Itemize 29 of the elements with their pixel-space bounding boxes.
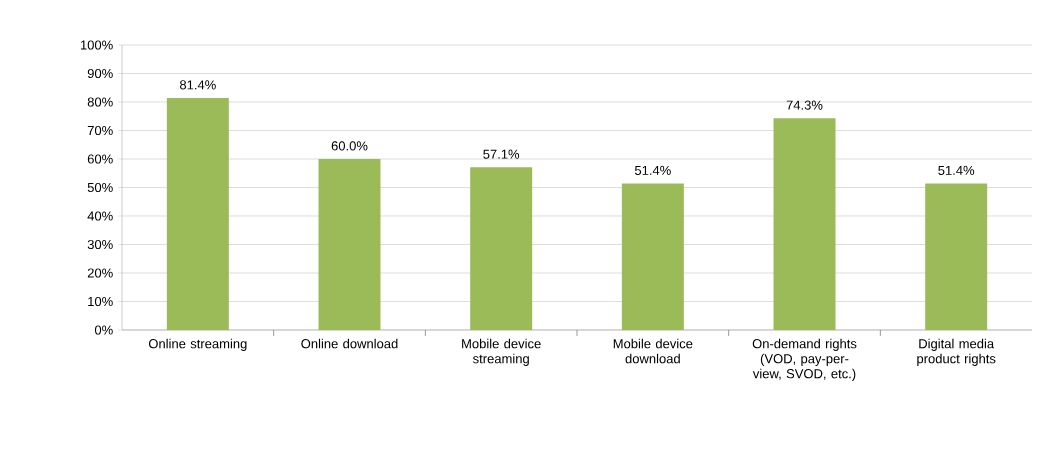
y-tick-label: 30% [87,239,113,250]
bar [773,118,836,330]
bar [621,183,684,330]
x-tick-label: On-demand rights (VOD, pay-per-view, SVOD, etc.) [752,338,857,381]
y-tick-label: 90% [87,68,113,79]
y-tick-label: 0% [94,325,113,335]
y-tick-label: 50% [87,182,113,193]
x-tick-label: Digital media product rights [917,338,996,366]
bar [925,183,988,330]
bar [166,98,229,330]
y-tick-label: 20% [87,268,113,278]
y-tick-label: 80% [87,97,113,107]
data-label: 57.1% [483,149,520,159]
data-label: 51.4% [938,165,975,175]
y-tick-label: 70% [87,125,113,136]
y-tick-label: 40% [87,211,113,221]
y-tick-label: 100% [80,40,113,50]
bar [470,167,533,330]
data-label: 74.3% [786,100,823,110]
data-label: 81.4% [179,80,216,90]
x-tick-label: Online streaming [148,338,247,351]
x-tick-label: Mobile device streaming [462,338,541,366]
x-tick-label: Online download [301,338,398,349]
x-tick-label: Mobile device download [613,338,693,364]
data-label: 51.4% [634,165,671,175]
data-label: 60.0% [331,141,368,151]
bar [318,159,381,330]
y-tick-label: 60% [87,154,113,164]
y-tick-label: 10% [88,296,113,307]
